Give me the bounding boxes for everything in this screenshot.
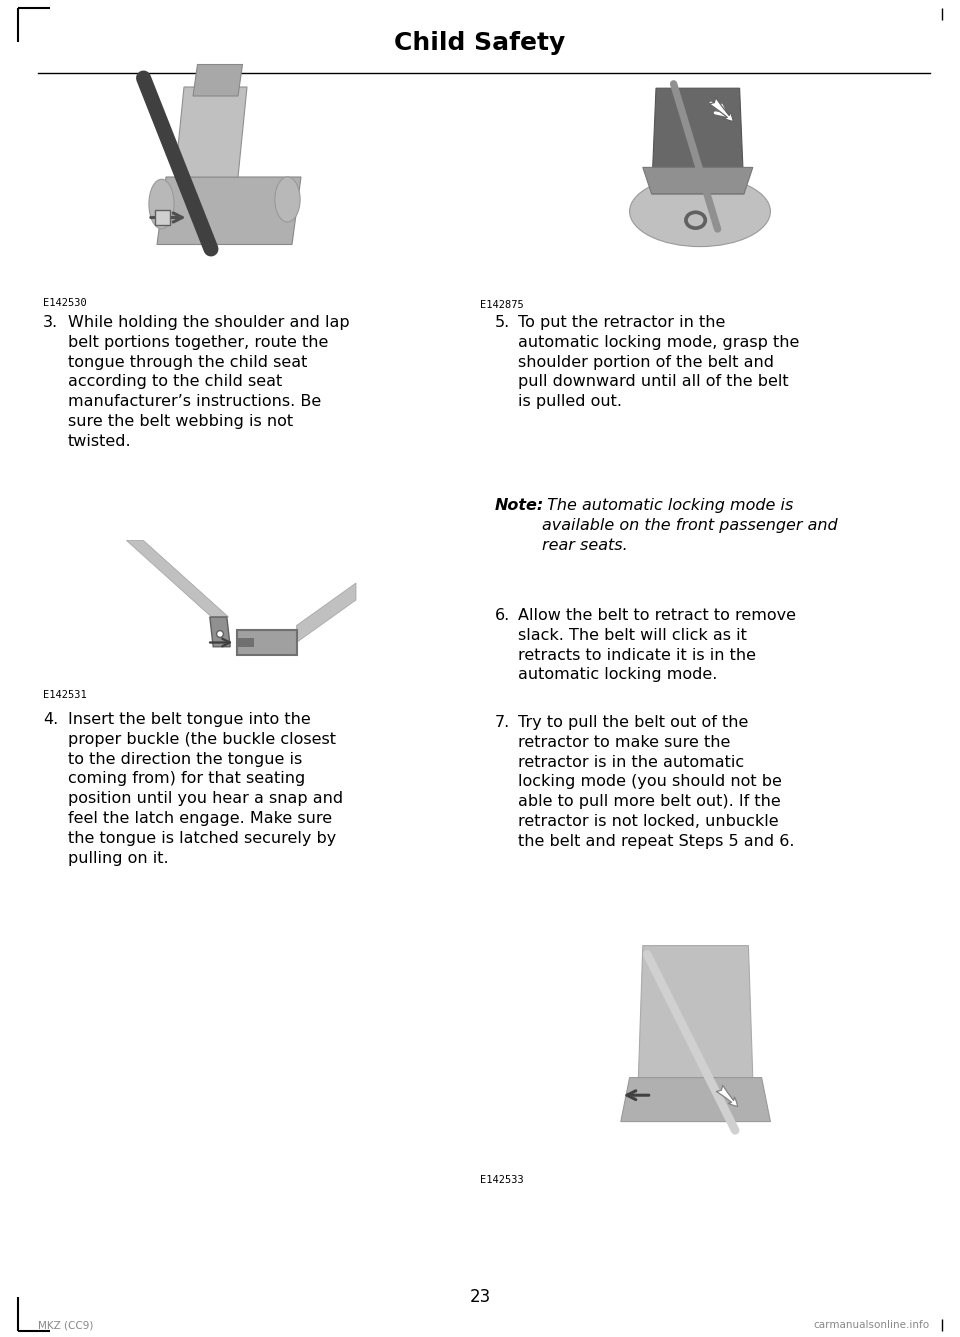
Text: Insert the belt tongue into the
proper buckle (the buckle closest
to the directi: Insert the belt tongue into the proper b… bbox=[68, 713, 343, 865]
Text: Allow the belt to retract to remove
slack. The belt will click as it
retracts to: Allow the belt to retract to remove slac… bbox=[518, 608, 796, 682]
Text: Note:: Note: bbox=[495, 497, 544, 513]
Polygon shape bbox=[157, 176, 301, 245]
Text: 23: 23 bbox=[469, 1288, 491, 1306]
Polygon shape bbox=[210, 616, 230, 647]
Text: 5.: 5. bbox=[495, 316, 511, 330]
Text: The automatic locking mode is
available on the front passenger and
rear seats.: The automatic locking mode is available … bbox=[542, 497, 838, 552]
Text: 7.: 7. bbox=[495, 715, 511, 730]
Text: E142531: E142531 bbox=[43, 690, 86, 701]
Bar bbox=[237, 638, 254, 647]
Text: E142875: E142875 bbox=[480, 299, 524, 310]
Text: To put the retractor in the
automatic locking mode, grasp the
shoulder portion o: To put the retractor in the automatic lo… bbox=[518, 316, 800, 409]
Text: E142533: E142533 bbox=[480, 1175, 524, 1185]
Ellipse shape bbox=[630, 176, 770, 246]
Ellipse shape bbox=[149, 179, 174, 229]
Polygon shape bbox=[643, 167, 753, 194]
Polygon shape bbox=[127, 540, 228, 616]
Ellipse shape bbox=[217, 631, 224, 638]
Text: Child Safety: Child Safety bbox=[395, 31, 565, 55]
Text: MKZ (CC9): MKZ (CC9) bbox=[38, 1320, 93, 1330]
Text: Try to pull the belt out of the
retractor to make sure the
retractor is in the a: Try to pull the belt out of the retracto… bbox=[518, 715, 795, 849]
Text: 3.: 3. bbox=[43, 316, 59, 330]
Text: 6.: 6. bbox=[495, 608, 511, 623]
Polygon shape bbox=[621, 1078, 770, 1122]
Polygon shape bbox=[297, 583, 356, 643]
Polygon shape bbox=[652, 88, 744, 194]
Bar bbox=[156, 210, 170, 225]
Text: carmanualsonline.info: carmanualsonline.info bbox=[814, 1320, 930, 1330]
Ellipse shape bbox=[275, 176, 300, 222]
Text: 4.: 4. bbox=[43, 713, 59, 727]
Text: E142530: E142530 bbox=[43, 298, 86, 308]
Polygon shape bbox=[193, 64, 243, 96]
Bar bbox=[237, 630, 297, 655]
Polygon shape bbox=[175, 87, 247, 176]
Text: While holding the shoulder and lap
belt portions together, route the
tongue thro: While holding the shoulder and lap belt … bbox=[68, 316, 349, 449]
Polygon shape bbox=[638, 945, 753, 1078]
